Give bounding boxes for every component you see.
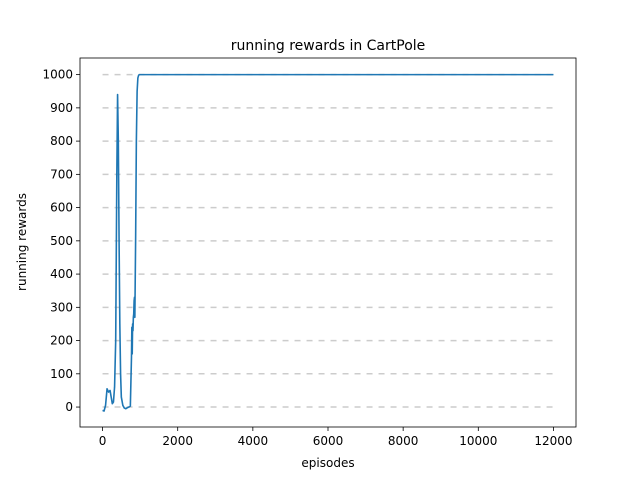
y-tick-label: 1000	[42, 68, 73, 82]
x-tick-label: 8000	[388, 434, 419, 448]
chart-title: running rewards in CartPole	[231, 38, 426, 54]
y-axis-label: running rewards	[15, 193, 29, 291]
y-tick-label: 500	[50, 234, 73, 248]
x-tick-label: 6000	[313, 434, 344, 448]
y-tick-label: 400	[50, 267, 73, 281]
x-tick-label: 2000	[162, 434, 193, 448]
y-tick-label: 100	[50, 367, 73, 381]
y-tick-label: 600	[50, 201, 73, 215]
y-tick-label: 300	[50, 300, 73, 314]
series-layer	[102, 73, 554, 412]
x-tick-label: 12000	[534, 434, 572, 448]
y-axis: 0 100 200 300 400 500 600 700 800 900 1000	[42, 68, 80, 414]
y-tick-label: 0	[65, 400, 73, 414]
grid	[102, 73, 554, 408]
y-tick-label: 200	[50, 334, 73, 348]
x-axis-label: episodes	[301, 456, 354, 470]
y-tick-label: 900	[50, 101, 73, 115]
x-tick-label: 4000	[238, 434, 269, 448]
x-tick-label: 0	[99, 434, 107, 448]
series-line	[102, 73, 554, 412]
y-tick-label: 700	[50, 167, 73, 181]
y-tick-label: 800	[50, 134, 73, 148]
x-axis: 0 2000 4000 6000 8000 10000 12000	[99, 427, 573, 448]
x-tick-label: 10000	[459, 434, 497, 448]
